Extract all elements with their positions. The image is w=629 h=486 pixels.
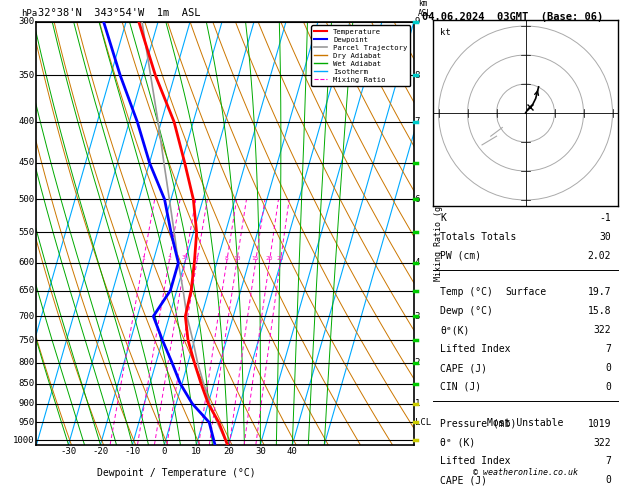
- Text: 9: 9: [415, 17, 420, 26]
- Text: 20: 20: [223, 447, 234, 456]
- Text: 32°38'N  343°54'W  1m  ASL: 32°38'N 343°54'W 1m ASL: [38, 8, 201, 18]
- Text: 20: 20: [265, 256, 273, 260]
- Text: km
ASL: km ASL: [418, 0, 431, 17]
- Text: 300: 300: [18, 17, 35, 26]
- Text: 4: 4: [195, 256, 199, 260]
- Text: Pressure (mb): Pressure (mb): [440, 418, 516, 429]
- Text: kt: kt: [440, 28, 451, 36]
- Text: 322: 322: [593, 325, 611, 335]
- Text: 10: 10: [233, 256, 240, 260]
- Text: 2: 2: [415, 358, 420, 367]
- Text: © weatheronline.co.uk: © weatheronline.co.uk: [473, 468, 577, 477]
- Text: 8: 8: [225, 256, 228, 260]
- Text: 1: 1: [415, 399, 420, 408]
- Text: 550: 550: [18, 228, 35, 237]
- Text: 322: 322: [593, 437, 611, 448]
- Text: 40: 40: [287, 447, 298, 456]
- Text: Temp (°C): Temp (°C): [440, 287, 493, 297]
- Text: 400: 400: [18, 117, 35, 126]
- Text: 0: 0: [605, 382, 611, 392]
- Text: -1: -1: [599, 213, 611, 223]
- Text: 30: 30: [599, 232, 611, 242]
- Text: 850: 850: [18, 379, 35, 388]
- Text: 2: 2: [167, 256, 170, 260]
- Text: hPa: hPa: [21, 9, 38, 17]
- Text: 30: 30: [255, 447, 265, 456]
- Text: 4: 4: [415, 258, 420, 267]
- Text: Lifted Index: Lifted Index: [440, 344, 511, 354]
- Text: 900: 900: [18, 399, 35, 408]
- Text: 1019: 1019: [587, 418, 611, 429]
- Text: -20: -20: [92, 447, 109, 456]
- Text: 350: 350: [18, 71, 35, 80]
- Text: 25: 25: [277, 256, 284, 260]
- Text: 800: 800: [18, 358, 35, 367]
- Text: 3½: 3½: [181, 256, 189, 260]
- Text: 7: 7: [605, 456, 611, 467]
- Text: Dewp (°C): Dewp (°C): [440, 306, 493, 316]
- Text: Totals Totals: Totals Totals: [440, 232, 516, 242]
- Text: 10: 10: [191, 447, 202, 456]
- Text: LCL: LCL: [415, 418, 431, 427]
- Text: 1000: 1000: [13, 436, 35, 445]
- Text: CAPE (J): CAPE (J): [440, 475, 487, 486]
- Text: 3: 3: [415, 312, 420, 321]
- Text: 7: 7: [415, 117, 420, 126]
- Text: Most Unstable: Most Unstable: [487, 418, 564, 428]
- Text: PW (cm): PW (cm): [440, 251, 481, 260]
- Text: θᵉ (K): θᵉ (K): [440, 437, 476, 448]
- Text: 0: 0: [605, 475, 611, 486]
- Text: Mixing Ratio (g/kg): Mixing Ratio (g/kg): [434, 186, 443, 281]
- Text: 700: 700: [18, 312, 35, 321]
- Text: Lifted Index: Lifted Index: [440, 456, 511, 467]
- Text: 19.7: 19.7: [587, 287, 611, 297]
- Text: 750: 750: [18, 336, 35, 345]
- Text: Surface: Surface: [505, 287, 546, 296]
- Text: 500: 500: [18, 195, 35, 204]
- Text: -30: -30: [60, 447, 77, 456]
- Legend: Temperature, Dewpoint, Parcel Trajectory, Dry Adiabat, Wet Adiabat, Isotherm, Mi: Temperature, Dewpoint, Parcel Trajectory…: [311, 25, 410, 86]
- Text: K: K: [440, 213, 446, 223]
- Text: 15: 15: [252, 256, 259, 260]
- Text: 6: 6: [415, 195, 420, 204]
- Text: -10: -10: [125, 447, 140, 456]
- Text: 8: 8: [415, 71, 420, 80]
- Text: 2.02: 2.02: [587, 251, 611, 260]
- Text: 15.8: 15.8: [587, 306, 611, 316]
- Text: 0: 0: [162, 447, 167, 456]
- Text: θᵉ(K): θᵉ(K): [440, 325, 470, 335]
- Text: 7: 7: [605, 344, 611, 354]
- Text: 1: 1: [141, 256, 145, 260]
- Text: 0: 0: [605, 363, 611, 373]
- Text: 950: 950: [18, 418, 35, 427]
- Text: 600: 600: [18, 258, 35, 267]
- Text: 450: 450: [18, 158, 35, 167]
- Text: CAPE (J): CAPE (J): [440, 363, 487, 373]
- Text: CIN (J): CIN (J): [440, 382, 481, 392]
- Text: 04.06.2024  03GMT  (Base: 06): 04.06.2024 03GMT (Base: 06): [422, 12, 603, 22]
- Text: Dewpoint / Temperature (°C): Dewpoint / Temperature (°C): [97, 468, 255, 478]
- Text: 650: 650: [18, 286, 35, 295]
